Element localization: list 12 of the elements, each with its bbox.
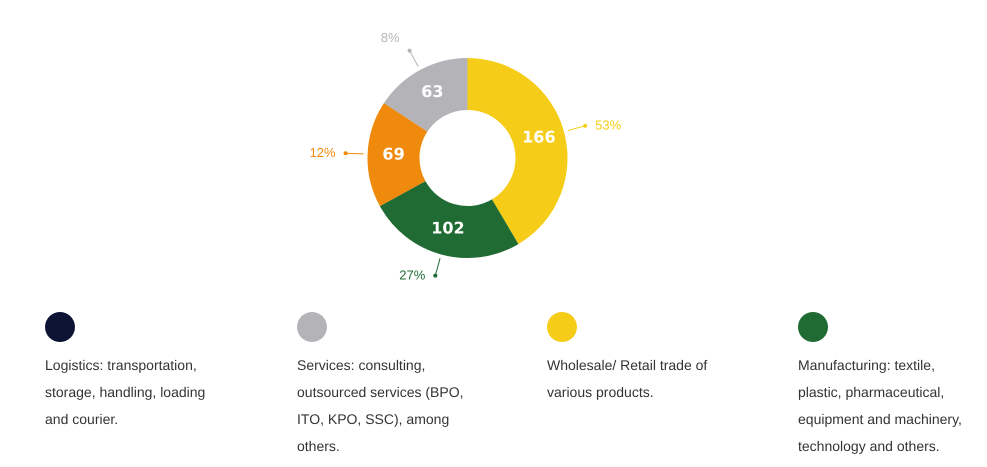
text: 53%: [595, 117, 622, 132]
data-label: 63: [421, 82, 444, 102]
text: 27%: [399, 267, 426, 282]
data-label: 102: [431, 218, 465, 238]
legend-label: Services: consulting, outsourced services (BPO, ITO, KPO, SSC), among others.: [297, 356, 465, 456]
text: 12%: [310, 144, 336, 160]
data-label: 166: [522, 128, 556, 147]
legend-label: Manufacturing: textile, plastic, pharmaceutical, equipment and machinery, technology and others.: [798, 356, 963, 456]
legend-label: Wholesale/ Retail trade of various products.: [547, 356, 708, 402]
text: 8%: [380, 30, 400, 46]
data-label: 69: [382, 144, 405, 164]
legend-label: Logistics: transportation, storage, handling, loading and courier.: [45, 356, 206, 429]
